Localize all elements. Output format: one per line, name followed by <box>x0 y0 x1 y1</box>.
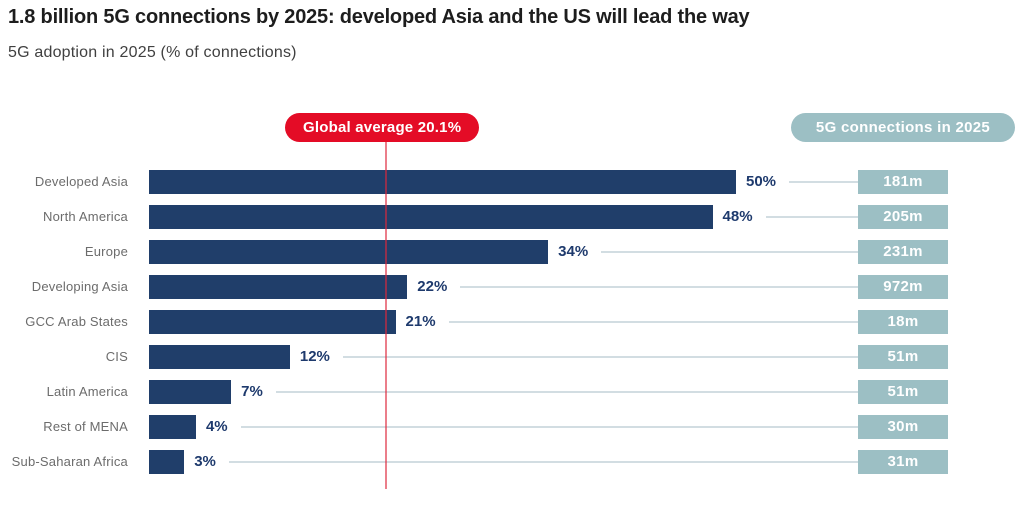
chart-row: Rest of MENA 4% 30m <box>0 409 1024 444</box>
chart-row: Latin America 7% 51m <box>0 374 1024 409</box>
bar <box>149 414 196 439</box>
connector-line <box>448 320 858 323</box>
chart-row: Developed Asia 50% 181m <box>0 164 1024 199</box>
connections-badge: 18m <box>858 309 948 334</box>
category-label: CIS <box>105 349 128 364</box>
connector-line <box>342 355 858 358</box>
category-label: Sub-Saharan Africa <box>11 454 128 469</box>
page-title: 1.8 billion 5G connections by 2025: deve… <box>8 6 750 28</box>
connections-badge: 972m <box>858 274 948 299</box>
connector-line <box>789 180 858 183</box>
value-label: 48% <box>722 208 753 225</box>
category-label: North America <box>43 209 128 224</box>
value-label: 22% <box>417 278 448 295</box>
connector-line <box>460 285 858 288</box>
connector-line <box>275 390 858 393</box>
connections-badge: 30m <box>858 414 948 439</box>
chart-row: North America 48% 205m <box>0 199 1024 234</box>
chart-row: Sub-Saharan Africa 3% 31m <box>0 444 1024 479</box>
bar <box>149 449 185 474</box>
chart-row: Europe 34% 231m <box>0 234 1024 269</box>
category-label: GCC Arab States <box>25 314 128 329</box>
connections-badge: 205m <box>858 204 948 229</box>
category-label: Europe <box>84 244 128 259</box>
chart-area: Developed Asia 50% 181m North America 48… <box>0 164 1024 479</box>
value-label: 50% <box>746 173 777 190</box>
category-label: Developed Asia <box>34 174 128 189</box>
bar <box>149 309 396 334</box>
connections-header-badge: 5G connections in 2025 <box>791 113 1015 142</box>
bar <box>149 274 408 299</box>
connector-line <box>765 215 858 218</box>
connections-badge: 51m <box>858 344 948 369</box>
value-label: 7% <box>241 383 263 400</box>
connections-badge: 51m <box>858 379 948 404</box>
chart-subtitle: 5G adoption in 2025 (% of connections) <box>8 44 297 61</box>
bar <box>149 169 736 194</box>
bar <box>149 204 713 229</box>
connections-badge: 31m <box>858 449 948 474</box>
category-label: Latin America <box>46 384 128 399</box>
chart-row: Developing Asia 22% 972m <box>0 269 1024 304</box>
connector-line <box>601 250 858 253</box>
connections-badge: 181m <box>858 169 948 194</box>
category-label: Developing Asia <box>31 279 128 294</box>
chart-row: CIS 12% 51m <box>0 339 1024 374</box>
bar <box>149 239 549 264</box>
bar <box>149 379 232 404</box>
value-label: 34% <box>558 243 589 260</box>
bar <box>149 344 290 369</box>
value-label: 12% <box>299 348 330 365</box>
value-label: 21% <box>405 313 436 330</box>
value-label: 3% <box>194 453 216 470</box>
connector-line <box>240 425 858 428</box>
global-average-line <box>384 142 387 489</box>
value-label: 4% <box>205 418 228 435</box>
connector-line <box>228 460 858 463</box>
connections-badge: 231m <box>858 239 948 264</box>
global-average-badge: Global average 20.1% <box>285 113 480 142</box>
category-label: Rest of MENA <box>43 419 128 434</box>
chart-row: GCC Arab States 21% 18m <box>0 304 1024 339</box>
